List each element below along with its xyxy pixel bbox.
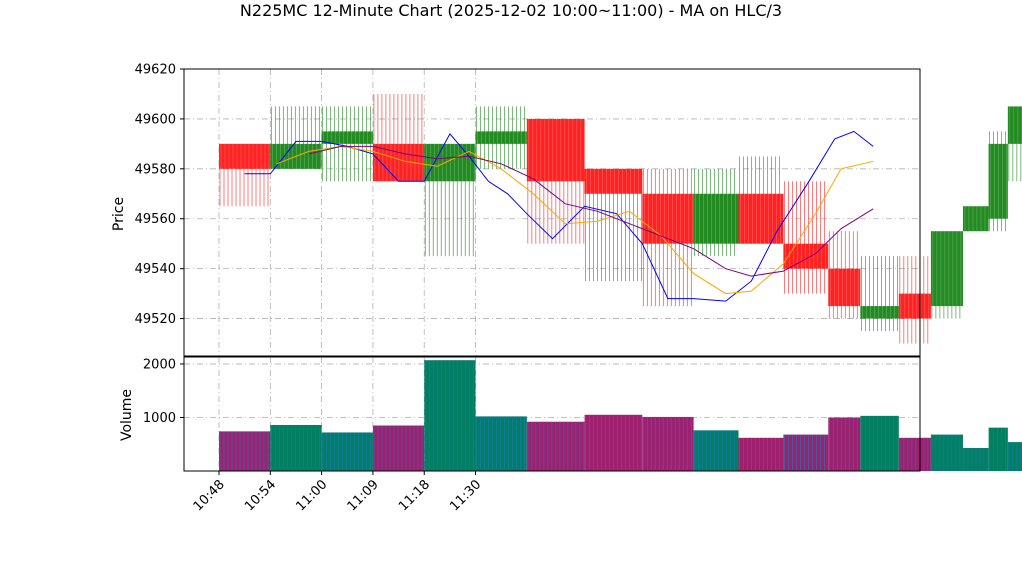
price-tick-label: 49580	[135, 162, 176, 177]
volume-bar	[321, 432, 373, 471]
volume-bar	[372, 425, 425, 471]
candle	[270, 106, 322, 169]
volume-bar	[860, 415, 899, 471]
x-tick-label: 10:48	[191, 477, 228, 514]
volume-bar	[738, 437, 784, 471]
candle-body	[962, 206, 989, 232]
volume-bar	[584, 414, 643, 471]
candle-body	[693, 193, 739, 244]
candle-body	[860, 306, 899, 319]
volume-axis-label: Volume	[119, 389, 135, 441]
x-tick-label: 11:18	[396, 477, 433, 514]
candle	[642, 168, 694, 307]
volume-bar-body	[783, 434, 829, 471]
volume-bar	[475, 416, 527, 471]
candle-body	[526, 118, 585, 182]
price-tick-label: 49520	[135, 312, 176, 327]
volume-bar-body	[738, 437, 784, 471]
volume-bar-body	[219, 431, 271, 471]
volume-bar-body	[475, 416, 527, 471]
volume-bar-body	[988, 427, 1008, 471]
candle-body	[424, 143, 476, 182]
candle	[1007, 106, 1022, 182]
ma-line-1	[276, 145, 874, 295]
x-tick-label: 11:09	[345, 477, 382, 514]
volume-bar-body	[321, 432, 373, 471]
volume-bar	[1007, 442, 1022, 471]
candle-body	[930, 231, 963, 307]
volume-bar	[930, 434, 963, 471]
volume-panel: 1000 2000	[143, 356, 1022, 472]
candle	[219, 143, 271, 207]
ma-line-2	[308, 145, 874, 277]
candle-body	[219, 143, 271, 169]
price-tick-label: 49560	[135, 212, 176, 227]
candle	[321, 106, 373, 182]
volume-bar	[642, 416, 694, 471]
price-frame	[183, 68, 921, 357]
price-tick-label: 49620	[135, 63, 176, 78]
chart-title: N225MC 12-Minute Chart (2025-12-02 10:00…	[240, 1, 782, 20]
volume-bar-body	[1007, 442, 1022, 471]
candle	[526, 118, 585, 244]
volume-bar-body	[372, 425, 425, 471]
volume-bar	[828, 417, 861, 471]
x-axis: 10:48 10:54 11:00 11:09 11:18 11:30	[191, 471, 484, 514]
price-panel: 49520 49540 49560 49580 49600 49620	[135, 63, 1022, 357]
volume-frame	[183, 356, 921, 472]
volume-bar	[219, 431, 271, 471]
candle	[372, 93, 425, 182]
candle-body	[898, 293, 931, 319]
candle	[828, 231, 861, 319]
volume-bar-body	[860, 415, 899, 471]
candle-body	[584, 168, 643, 194]
volume-bar	[962, 447, 989, 471]
candle	[988, 131, 1008, 232]
volume-bar	[693, 430, 739, 471]
candle-body	[1007, 106, 1022, 144]
candle	[475, 106, 527, 169]
candle	[898, 256, 931, 344]
price-tick-label: 49540	[135, 262, 176, 277]
price-axis-label: Price	[111, 197, 127, 231]
candle	[962, 206, 989, 232]
volume-bar-body	[424, 360, 476, 471]
volume-tick-label: 2000	[143, 357, 176, 372]
x-tick-label: 11:30	[447, 477, 484, 514]
candle	[738, 156, 784, 244]
volume-bar-body	[642, 416, 694, 471]
x-tick-label: 10:54	[242, 477, 279, 514]
candle	[930, 231, 963, 319]
candle	[783, 181, 829, 294]
volume-bar	[783, 434, 829, 471]
candle-body	[321, 131, 373, 144]
volume-bar	[270, 424, 322, 471]
candle-body	[988, 143, 1008, 219]
x-tick-label: 11:00	[293, 477, 330, 514]
volume-bar	[988, 427, 1008, 471]
candle-body	[828, 268, 861, 307]
candle	[693, 168, 739, 257]
volume-bar	[898, 437, 931, 471]
price-tick-label: 49600	[135, 112, 176, 127]
volume-bar-body	[270, 424, 322, 471]
candle	[860, 256, 899, 332]
volume-bar	[424, 360, 476, 471]
candle-body	[475, 131, 527, 144]
candle-body	[642, 193, 694, 244]
volume-bar-body	[693, 430, 739, 471]
candle	[584, 168, 643, 282]
candle-body	[738, 193, 784, 244]
volume-bar	[526, 421, 585, 471]
volume-tick-label: 1000	[143, 411, 176, 426]
